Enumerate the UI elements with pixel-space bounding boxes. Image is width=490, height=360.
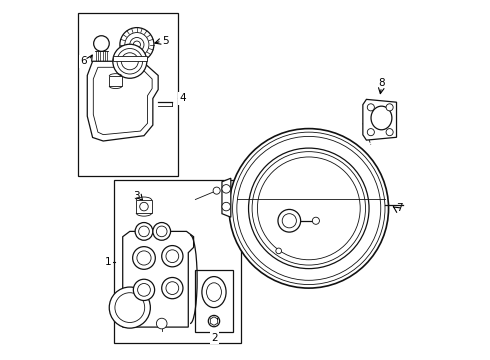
Circle shape (368, 129, 374, 136)
Circle shape (208, 315, 220, 327)
Circle shape (162, 246, 183, 267)
Text: 6: 6 (80, 56, 87, 66)
Circle shape (140, 202, 148, 211)
Text: 4: 4 (180, 94, 186, 103)
Circle shape (222, 185, 230, 193)
Circle shape (282, 214, 296, 228)
Circle shape (135, 222, 153, 240)
Circle shape (276, 248, 282, 254)
Ellipse shape (371, 106, 392, 130)
Circle shape (125, 32, 149, 57)
Bar (109, 76, 122, 86)
Text: 3: 3 (134, 191, 140, 201)
Text: 7: 7 (396, 203, 402, 213)
Circle shape (222, 202, 230, 211)
Bar (114, 180, 242, 343)
Ellipse shape (202, 276, 226, 307)
Circle shape (233, 132, 385, 284)
Text: 2: 2 (211, 333, 218, 343)
Bar (78, 13, 178, 176)
Bar (136, 200, 152, 213)
Circle shape (113, 44, 147, 78)
Text: 5: 5 (162, 36, 169, 46)
Circle shape (229, 129, 389, 288)
Circle shape (368, 104, 374, 111)
Circle shape (386, 104, 393, 111)
Circle shape (133, 279, 155, 301)
Polygon shape (222, 178, 231, 217)
Circle shape (386, 129, 393, 136)
Circle shape (94, 36, 109, 51)
Bar (196, 270, 233, 332)
Polygon shape (122, 231, 194, 327)
Circle shape (139, 226, 149, 237)
Circle shape (117, 49, 143, 74)
Bar (113, 56, 147, 61)
Circle shape (213, 187, 220, 194)
Circle shape (109, 287, 150, 328)
Circle shape (153, 222, 171, 240)
Circle shape (137, 251, 151, 265)
Circle shape (162, 278, 183, 299)
Text: 8: 8 (378, 78, 385, 89)
Polygon shape (87, 61, 158, 141)
Circle shape (133, 247, 155, 269)
Circle shape (138, 283, 150, 296)
Circle shape (156, 226, 167, 237)
Text: 1: 1 (105, 257, 112, 266)
Polygon shape (363, 99, 396, 140)
Circle shape (312, 217, 319, 224)
Ellipse shape (207, 283, 221, 301)
Circle shape (278, 210, 301, 232)
Circle shape (120, 28, 154, 62)
Circle shape (156, 318, 167, 329)
